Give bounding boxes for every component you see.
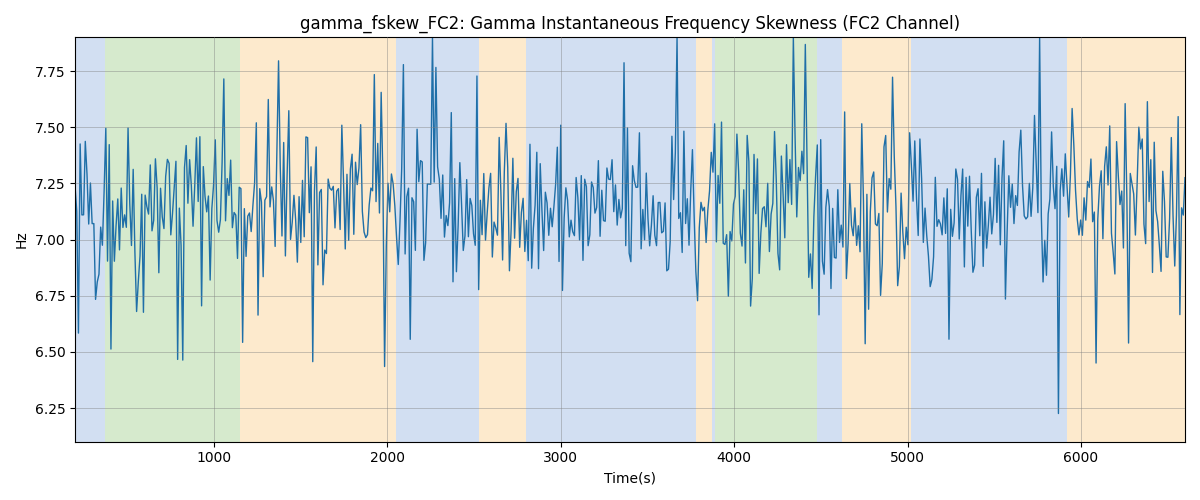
Bar [696,38,712,442]
Bar [240,38,396,442]
Bar [396,38,479,442]
Bar [817,38,841,442]
Bar [526,38,696,442]
Title: gamma_fskew_FC2: Gamma Instantaneous Frequency Skewness (FC2 Channel): gamma_fskew_FC2: Gamma Instantaneous Fre… [300,15,960,34]
Y-axis label: Hz: Hz [14,230,29,248]
Bar [712,38,715,442]
Bar [911,38,1067,442]
Bar [1067,38,1186,442]
Bar [104,38,240,442]
Bar [76,38,104,442]
X-axis label: Time(s): Time(s) [604,471,656,485]
Bar [479,38,526,442]
Bar [715,38,817,442]
Bar [841,38,911,442]
